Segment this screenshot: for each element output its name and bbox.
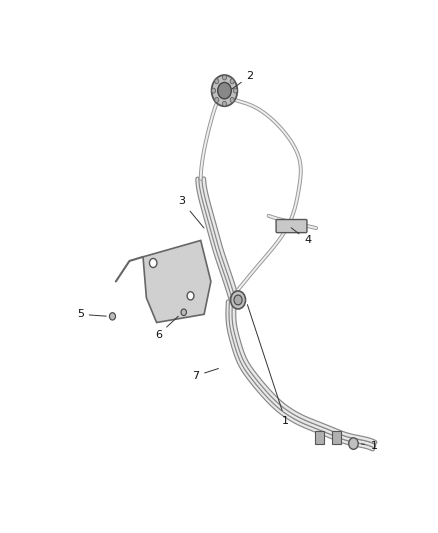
Circle shape <box>230 291 246 309</box>
Text: 1: 1 <box>247 305 289 426</box>
Circle shape <box>230 79 234 84</box>
Text: 1: 1 <box>361 441 377 450</box>
Circle shape <box>212 88 215 93</box>
Circle shape <box>234 295 242 305</box>
Text: 5: 5 <box>77 309 106 319</box>
Circle shape <box>218 83 231 99</box>
Circle shape <box>187 292 194 300</box>
Circle shape <box>110 313 116 320</box>
Circle shape <box>215 79 219 84</box>
Circle shape <box>349 438 358 449</box>
Text: 2: 2 <box>232 71 254 89</box>
Circle shape <box>181 309 187 316</box>
Text: 7: 7 <box>192 368 219 381</box>
Text: 3: 3 <box>179 197 204 228</box>
FancyBboxPatch shape <box>332 431 341 443</box>
Text: 6: 6 <box>155 316 178 340</box>
Circle shape <box>223 101 226 106</box>
Text: 4: 4 <box>291 228 311 245</box>
Circle shape <box>149 259 157 268</box>
Circle shape <box>223 75 226 80</box>
Circle shape <box>230 98 234 102</box>
FancyBboxPatch shape <box>276 220 307 232</box>
Polygon shape <box>143 240 211 322</box>
Circle shape <box>212 75 237 106</box>
FancyBboxPatch shape <box>315 431 324 443</box>
Circle shape <box>233 88 237 93</box>
Circle shape <box>215 98 219 102</box>
